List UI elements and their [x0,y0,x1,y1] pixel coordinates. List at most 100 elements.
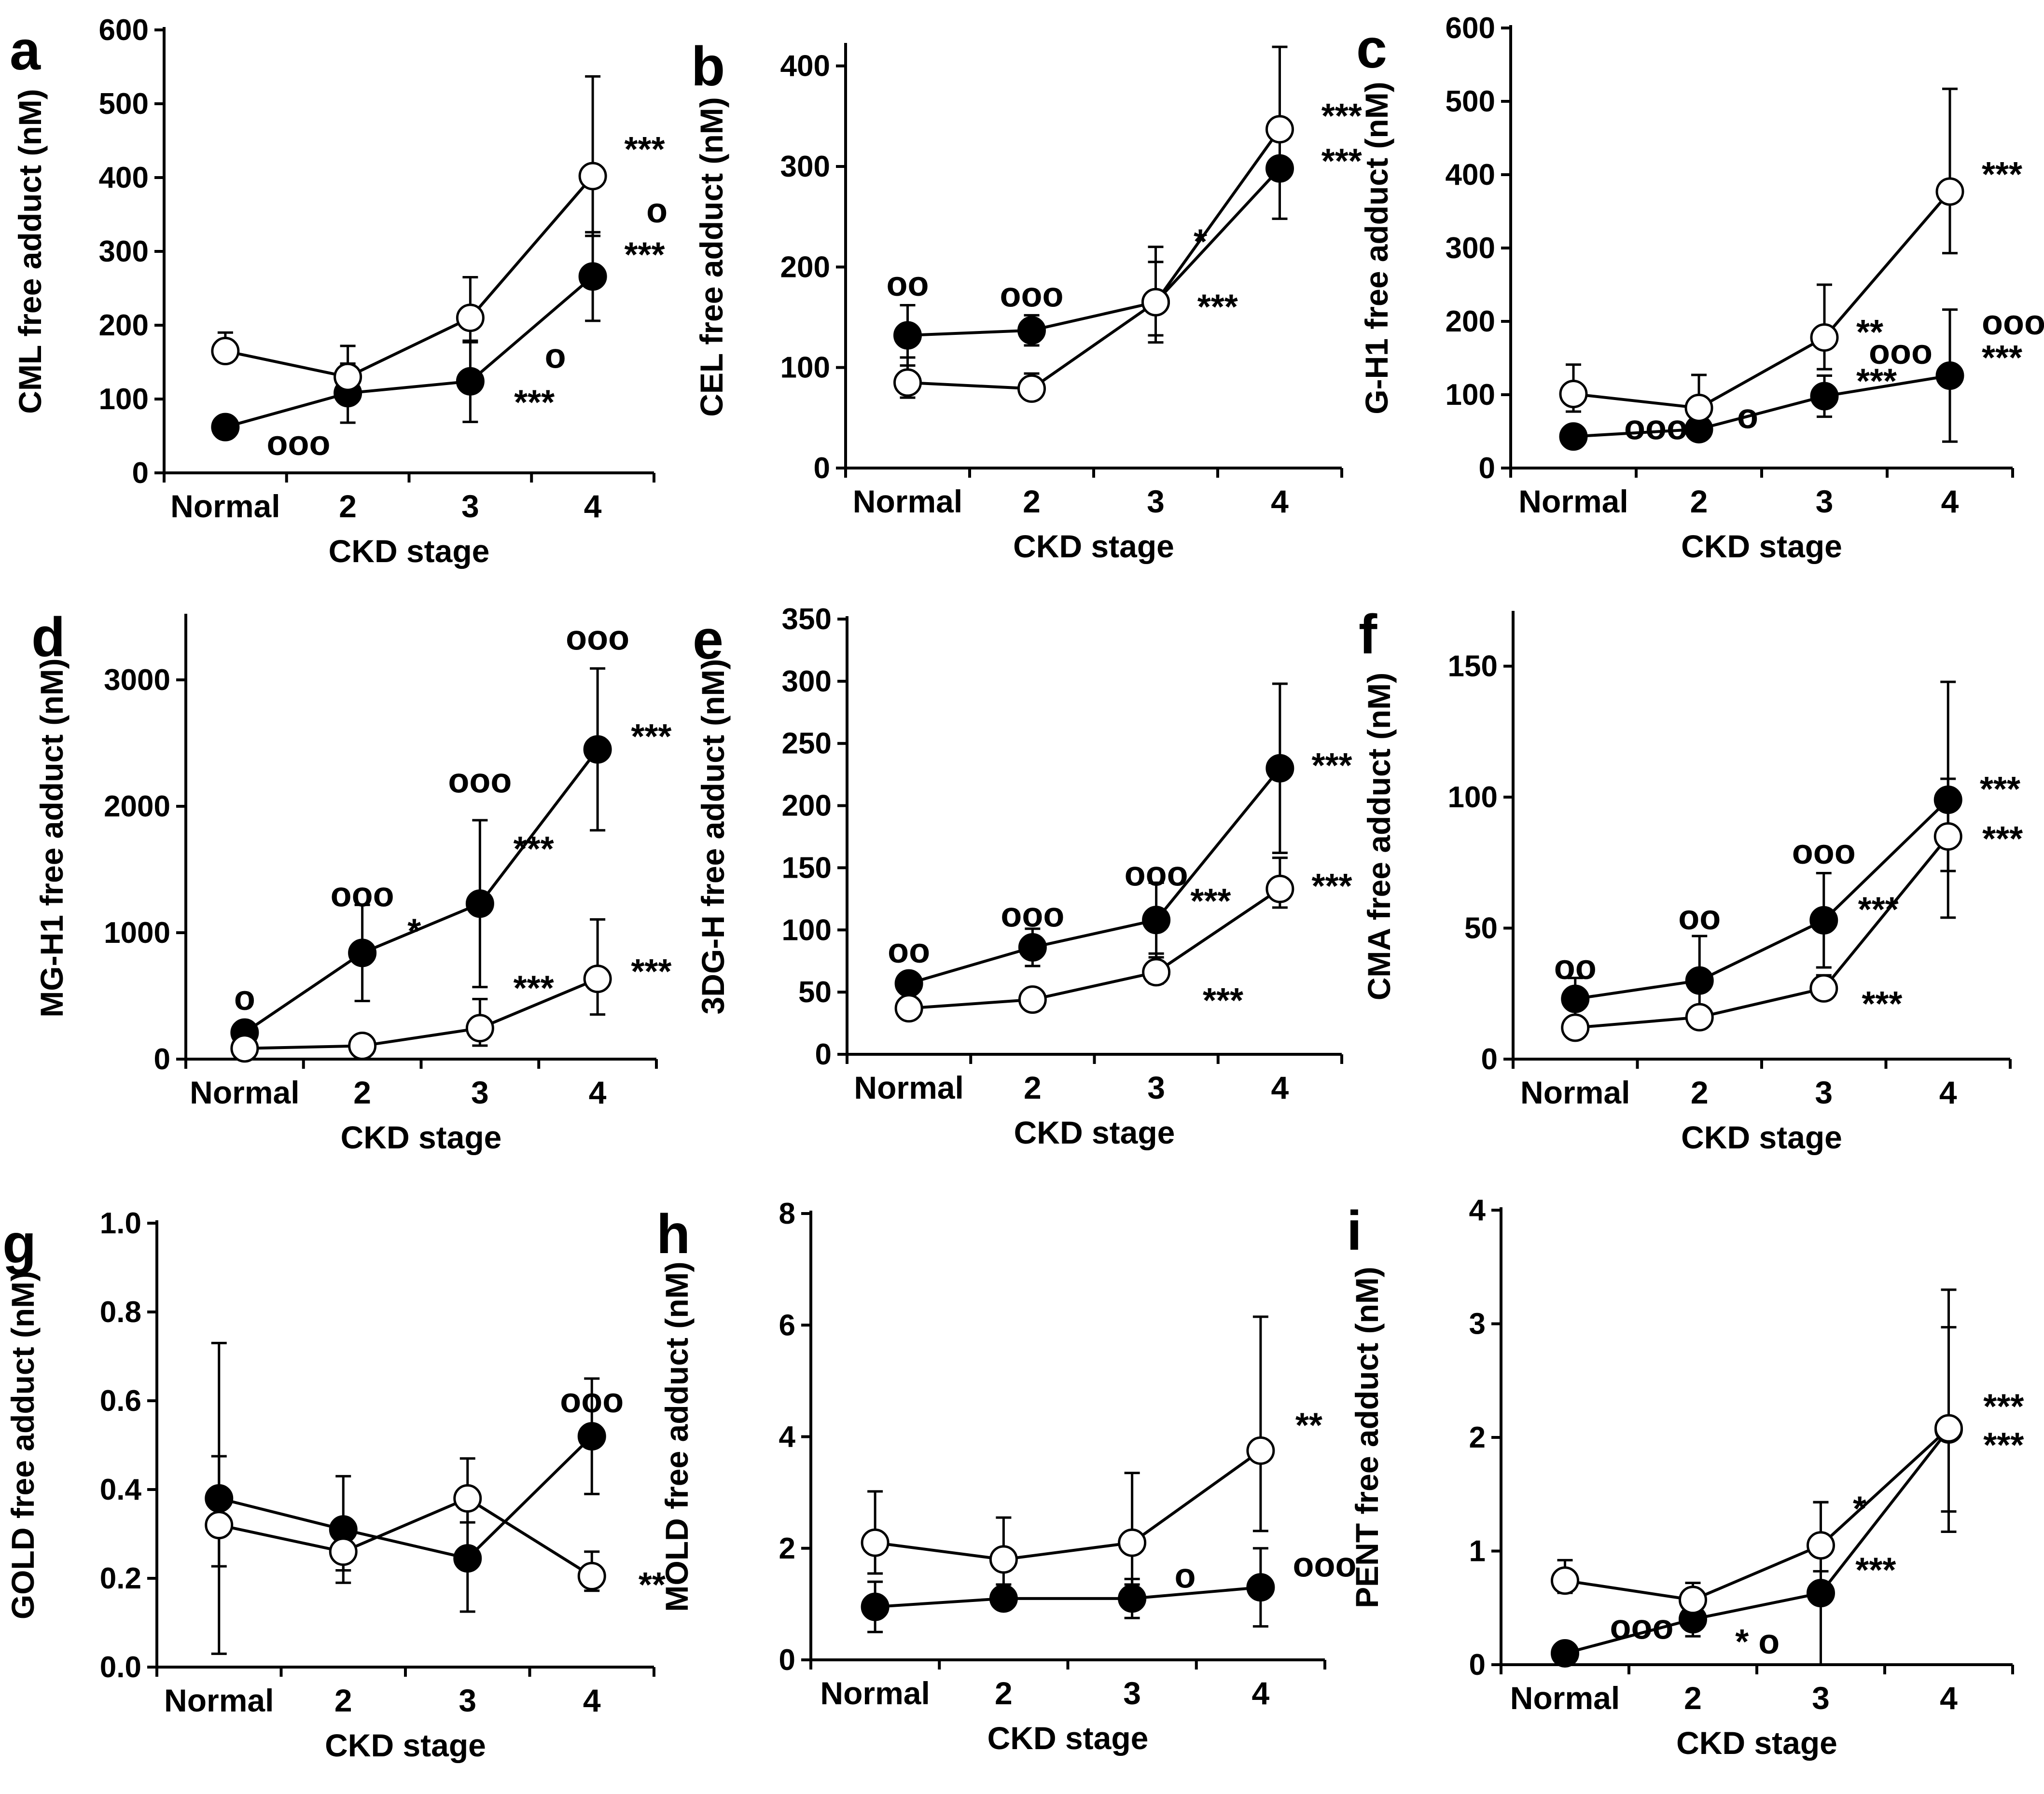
series-filled [894,682,1294,998]
y-tick-label: 200 [782,789,832,823]
data-point-open [1934,1414,1963,1443]
y-tick-label: 0.4 [100,1473,142,1506]
x-tick-label: Normal [820,1675,930,1711]
y-axis-title: CMA free adduct (nM) [1361,673,1397,1001]
x-axis-title: CKD stage [329,533,490,569]
significance-label: * [1853,1490,1866,1528]
x-tick-label: 2 [1690,483,1708,519]
y-tick-label: 2 [779,1532,795,1565]
data-point-filled [1807,1579,1835,1608]
significance-label: *** [1190,882,1231,921]
data-point-filled [1018,933,1047,962]
x-tick-label: Normal [1518,483,1628,519]
significance-label: *** [514,384,555,422]
data-point-open [1018,985,1047,1014]
data-point-open [348,1031,377,1060]
series-line [1573,374,1950,438]
y-tick-label: 100 [780,351,830,385]
y-tick-label: 0 [1479,452,1495,485]
data-point-filled [861,1592,890,1621]
y-tick-label: 400 [99,161,149,194]
series-filled [1561,680,1962,1026]
significance-label: ooo [1624,408,1688,447]
series-filled [211,231,607,442]
significance-label: ooo [267,424,331,463]
panel-letter: g [2,1213,36,1275]
series-open [893,45,1294,403]
y-tick-label: 8 [779,1197,795,1230]
x-tick-label: 2 [995,1675,1013,1711]
series-filled [893,117,1294,367]
x-tick-label: 2 [1684,1680,1702,1716]
y-tick-label: 0.8 [100,1296,141,1329]
data-point-filled [456,367,485,396]
y-axis-title: GOLD free adduct (nM) [5,1271,41,1619]
significance-label: o [545,337,566,375]
data-point-filled [348,938,377,967]
y-tick-label: 350 [782,603,832,636]
significance-label: ooo [1792,833,1856,871]
significance-label: *** [1862,985,1902,1023]
data-point-open [894,994,923,1023]
data-point-filled [1118,1584,1147,1613]
series-line [907,128,1281,390]
x-tick-label: 3 [471,1075,489,1110]
significance-label: oo [888,932,930,970]
x-axis-title: CKD stage [1014,1115,1175,1150]
y-tick-label: 100 [782,913,832,947]
significance-label: *** [1856,362,1897,401]
x-tick-label: 4 [1940,1680,1958,1716]
data-point-open [211,337,240,366]
y-tick-label: 250 [782,727,832,760]
significance-label: *** [1312,867,1352,906]
data-point-open [583,965,612,994]
x-tick-label: 3 [1147,1070,1165,1105]
y-tick-label: 2 [1469,1421,1486,1454]
y-tick-label: 4 [1469,1194,1486,1227]
data-point-open [1142,958,1171,987]
data-point-filled [1142,906,1171,935]
panel-c: c 0 100 200 300 400 500 600 Normal 2 3 4 CKD stage G-… [1356,12,2044,564]
series-line [1565,1427,1950,1601]
significance-label: oo [887,265,929,304]
data-point-open [1141,288,1170,317]
x-axis-title: CKD stage [1013,528,1174,564]
panel-letter: d [31,607,65,668]
x-tick-label: 2 [339,488,357,524]
significance-label: ooo [566,619,629,658]
y-tick-label: 150 [782,851,832,884]
y-tick-label: 1 [1469,1535,1486,1568]
panel-d: d 0 1000 2000 3000 Normal 2 3 4 CKD stage MG-H1 fr… [31,607,671,1155]
series-line [219,1435,593,1560]
series-line [1564,1428,1950,1655]
significance-label: *** [1980,770,2020,809]
significance-label: ** [639,1566,666,1604]
x-tick-label: 3 [1812,1680,1830,1716]
significance-label: *** [514,969,554,1007]
x-tick-label: 3 [1815,1075,1833,1110]
significance-label: *** [1983,1426,2024,1464]
data-point-open [329,1537,358,1566]
significance-label: oo [1678,898,1721,937]
y-tick-label: 200 [99,309,149,342]
data-point-open [1017,374,1046,403]
data-point-filled [893,321,922,350]
y-tick-label: 0 [1481,1043,1498,1076]
significance-label: ooo [1000,276,1064,315]
data-point-open [205,1511,234,1540]
series-open [894,856,1294,1023]
data-point-open [1810,323,1839,352]
x-axis-title: CKD stage [1681,1119,1842,1155]
y-tick-label: 3000 [104,663,170,697]
data-point-filled [1559,422,1588,451]
x-tick-label: 2 [1024,1070,1042,1105]
data-point-open [577,1561,606,1590]
series-line [225,175,594,379]
significance-label: *** [514,830,554,869]
x-tick-label: 2 [353,1075,371,1110]
panel-e: e 0 50 100 150 200 250 300 350 Normal 2 3 4 CKD stage… [693,603,1352,1150]
data-point-filled [1810,382,1839,411]
x-tick-label: 2 [1691,1075,1709,1110]
data-point-open [1935,177,1964,206]
